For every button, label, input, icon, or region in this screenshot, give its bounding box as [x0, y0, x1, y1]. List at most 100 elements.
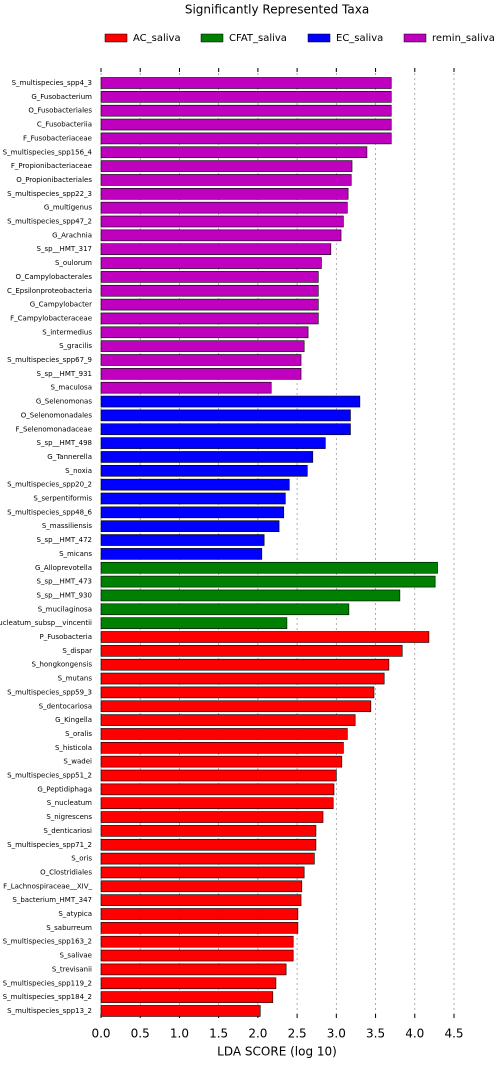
y-tick-label: S_multispecies_spp20_2 [7, 481, 92, 489]
bar [100, 755, 343, 768]
x-tick-label: 1.0 [170, 1027, 189, 1041]
bar [100, 506, 285, 519]
bar [100, 880, 303, 893]
bar [100, 215, 344, 228]
legend-swatch [200, 33, 224, 43]
bar [100, 520, 280, 533]
bar [100, 1005, 261, 1017]
y-tick-label: G_Campylobacter [30, 301, 92, 309]
y-tick-label: S_mutans [58, 675, 93, 683]
y-tick-label: O_Propionibacteriales [16, 176, 92, 184]
bar [100, 188, 349, 200]
bar [100, 368, 302, 380]
y-tick-label: S_sp__HMT_931 [37, 370, 92, 378]
y-tick-label: G_multigenus [44, 204, 92, 212]
bar [100, 686, 375, 699]
bar [100, 312, 319, 325]
bar [100, 146, 368, 159]
bar [100, 658, 390, 671]
legend-swatch [403, 33, 427, 43]
y-tick-label: S_dentocariosa [39, 702, 92, 710]
y-tick-label: S_trevisanii [52, 965, 92, 973]
bar [100, 700, 372, 713]
bar [100, 298, 319, 311]
y-tick-label: C_Epsilonproteobacteria [7, 287, 92, 295]
legend-swatch [104, 33, 128, 43]
x-tick-label: 4.0 [405, 1027, 424, 1041]
bar [100, 91, 392, 103]
y-tick-label: S_multispecies_spp119_2 [3, 979, 92, 987]
y-tick-label: S_nigrescens [46, 813, 92, 821]
y-tick-label: S_intermedius [42, 328, 92, 336]
y-tick-label: S_multispecies_spp22_3 [7, 190, 92, 198]
bar [100, 354, 302, 366]
y-tick-label: G_Tannerella [47, 453, 92, 461]
bar [100, 243, 332, 255]
bar [100, 894, 302, 906]
bar [100, 617, 288, 629]
bar [100, 561, 438, 574]
bar [100, 838, 317, 851]
y-tick-label: G_Arachnia [52, 231, 92, 239]
legend-swatch [307, 33, 331, 43]
y-tick-label: O_Clostridiales [40, 868, 92, 876]
bar [100, 908, 299, 920]
y-tick-label: S_sp__HMT_472 [37, 536, 92, 544]
bar [100, 534, 265, 546]
bar [100, 922, 299, 934]
bar [100, 631, 430, 643]
bar [100, 326, 309, 339]
bar [100, 645, 403, 657]
bar [100, 437, 326, 449]
bar [100, 991, 274, 1003]
bar [100, 977, 277, 990]
y-tick-label: S_multispecies_spp51_2 [7, 772, 92, 780]
bar [100, 409, 351, 422]
y-tick-label: S_mucilaginosa [38, 605, 92, 613]
y-tick-label: G_Alloprevotella [35, 564, 92, 572]
bar [100, 478, 290, 491]
bar [100, 118, 392, 131]
y-tick-label: S_massiliensis [42, 522, 93, 530]
bar [100, 492, 286, 505]
bar [100, 935, 294, 948]
y-tick-label: S_maculosa [50, 384, 92, 392]
y-tick-label: S_nucleatum_subsp__vincentii [0, 619, 92, 627]
y-tick-label: S_oulorum [55, 259, 92, 267]
x-tick-label: 0.0 [91, 1027, 110, 1041]
bar [100, 769, 337, 782]
x-tick-label: 2.0 [248, 1027, 267, 1041]
y-tick-label: O_Campylobacterales [15, 273, 92, 281]
y-tick-label: P_Fusobacteria [40, 633, 92, 641]
y-tick-label: S_multispecies_spp4_3 [12, 79, 92, 87]
y-tick-label: S_atypica [58, 910, 92, 918]
bar [100, 672, 385, 685]
bar [100, 423, 351, 436]
y-tick-label: C_Fusobacteriia [37, 121, 92, 129]
bar [100, 201, 348, 214]
bar [100, 548, 263, 560]
y-tick-label: S_sp__HMT_317 [37, 245, 92, 253]
bar [100, 340, 305, 352]
legend-label: EC_saliva [336, 33, 383, 44]
y-tick-label: S_histicola [55, 744, 92, 752]
y-tick-label: G_Selenomonas [36, 398, 92, 406]
bar [100, 229, 342, 242]
x-tick-label: 2.5 [288, 1027, 307, 1041]
y-tick-label: S_sp__HMT_473 [37, 578, 92, 586]
bar [100, 160, 353, 172]
y-tick-label: S_multispecies_spp13_2 [7, 1007, 92, 1015]
y-tick-label: S_multispecies_spp156_4 [3, 148, 93, 156]
bar [100, 395, 361, 408]
y-tick-label: G_Fusobacterium [31, 93, 92, 101]
y-tick-label: S_multispecies_spp59_3 [7, 688, 92, 696]
y-tick-label: O_Selenomonadales [21, 411, 93, 419]
bar [100, 852, 315, 865]
y-tick-label: S_bacterium_HMT_347 [12, 896, 92, 904]
y-tick-label: O_Fusobacteriales [28, 107, 92, 115]
y-tick-label: S_noxia [65, 467, 92, 475]
x-tick-label: 1.5 [209, 1027, 228, 1041]
bar [100, 575, 436, 588]
y-tick-label: S_denticariosi [43, 827, 92, 835]
